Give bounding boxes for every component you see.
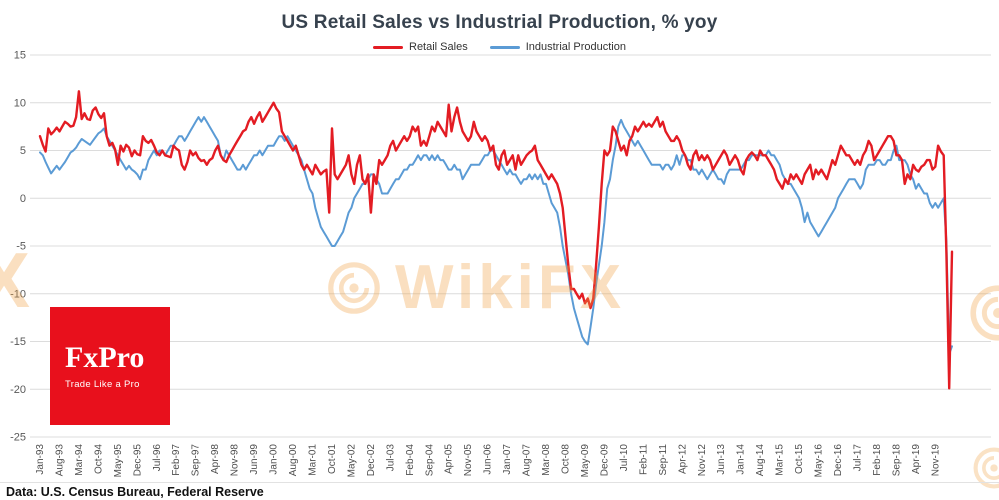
svg-text:Jul-17: Jul-17	[853, 444, 864, 472]
fxpro-wordmark: FxPro	[65, 340, 145, 374]
svg-text:Mar-01: Mar-01	[308, 444, 319, 476]
svg-text:Feb-11: Feb-11	[638, 444, 649, 475]
svg-text:-5: -5	[16, 241, 26, 253]
svg-text:-10: -10	[10, 288, 26, 300]
svg-text:-25: -25	[10, 432, 26, 444]
svg-text:Jan-14: Jan-14	[736, 444, 747, 475]
svg-text:5: 5	[20, 145, 26, 157]
svg-text:May-95: May-95	[113, 444, 124, 478]
svg-text:Mar-15: Mar-15	[775, 444, 786, 476]
footer: Data: U.S. Census Bureau, Federal Reserv…	[0, 482, 999, 500]
svg-text:Oct-15: Oct-15	[794, 444, 805, 474]
svg-text:Mar-94: Mar-94	[74, 444, 85, 476]
fxpro-logo: FxPro Trade Like a Pro	[50, 307, 170, 425]
svg-text:Apr-19: Apr-19	[911, 444, 922, 474]
svg-text:10: 10	[14, 97, 26, 109]
svg-text:Sep-04: Sep-04	[424, 444, 435, 477]
svg-text:-20: -20	[10, 384, 26, 396]
fxpro-tagline: Trade Like a Pro	[65, 378, 140, 390]
retail-sales-line-swatch	[373, 45, 403, 49]
svg-text:Oct-94: Oct-94	[93, 444, 104, 474]
svg-text:Sep-11: Sep-11	[658, 444, 669, 476]
svg-text:Jul-10: Jul-10	[619, 444, 630, 472]
svg-text:Apr-12: Apr-12	[677, 444, 688, 474]
source-note: Data: U.S. Census Bureau, Federal Reserv…	[6, 484, 264, 499]
svg-text:Nov-12: Nov-12	[697, 444, 708, 477]
svg-text:15: 15	[14, 50, 26, 62]
chart-legend: Retail Sales Industrial Production	[0, 41, 999, 53]
svg-text:Dec-16: Dec-16	[833, 444, 844, 477]
svg-text:Aug-14: Aug-14	[755, 444, 766, 477]
svg-text:Jan-93: Jan-93	[35, 444, 46, 475]
svg-text:Dec-09: Dec-09	[599, 444, 610, 477]
svg-text:Jun-99: Jun-99	[249, 444, 260, 475]
svg-text:Dec-02: Dec-02	[366, 444, 377, 477]
svg-text:Nov-98: Nov-98	[230, 444, 241, 477]
legend-item-retail-sales: Retail Sales	[373, 41, 468, 53]
svg-text:Oct-01: Oct-01	[327, 444, 338, 474]
legend-label-industrial-production: Industrial Production	[525, 41, 626, 53]
svg-text:Feb-97: Feb-97	[171, 444, 182, 476]
svg-text:0: 0	[20, 193, 26, 205]
svg-text:Feb-18: Feb-18	[872, 444, 883, 476]
svg-text:Jun-06: Jun-06	[483, 444, 494, 475]
svg-text:Aug-07: Aug-07	[522, 444, 533, 477]
svg-text:May-16: May-16	[814, 444, 825, 478]
svg-text:Sep-18: Sep-18	[891, 444, 902, 477]
svg-text:Jul-03: Jul-03	[385, 444, 396, 472]
svg-text:Oct-08: Oct-08	[561, 444, 572, 474]
svg-text:Jun-13: Jun-13	[716, 444, 727, 475]
svg-text:Dec-95: Dec-95	[132, 444, 143, 477]
svg-text:Jul-96: Jul-96	[152, 444, 163, 472]
chart-title: US Retail Sales vs Industrial Production…	[281, 12, 718, 33]
svg-text:Feb-04: Feb-04	[405, 444, 416, 476]
svg-text:May-02: May-02	[346, 444, 357, 478]
legend-item-industrial-production: Industrial Production	[489, 41, 626, 53]
svg-text:Nov-19: Nov-19	[930, 444, 941, 477]
svg-text:Apr-05: Apr-05	[444, 444, 455, 474]
svg-text:Sep-97: Sep-97	[191, 444, 202, 477]
svg-text:May-09: May-09	[580, 444, 591, 478]
svg-text:Jan-07: Jan-07	[502, 444, 513, 475]
svg-text:Mar-08: Mar-08	[541, 444, 552, 476]
svg-text:-15: -15	[10, 336, 26, 348]
svg-text:Aug-00: Aug-00	[288, 444, 299, 477]
svg-text:Nov-05: Nov-05	[463, 444, 474, 477]
svg-text:Jan-00: Jan-00	[269, 444, 280, 475]
industrial-production-line-swatch	[489, 45, 520, 49]
legend-label-retail-sales: Retail Sales	[409, 41, 468, 53]
svg-text:Aug-93: Aug-93	[55, 444, 66, 477]
svg-text:Apr-98: Apr-98	[210, 444, 221, 474]
